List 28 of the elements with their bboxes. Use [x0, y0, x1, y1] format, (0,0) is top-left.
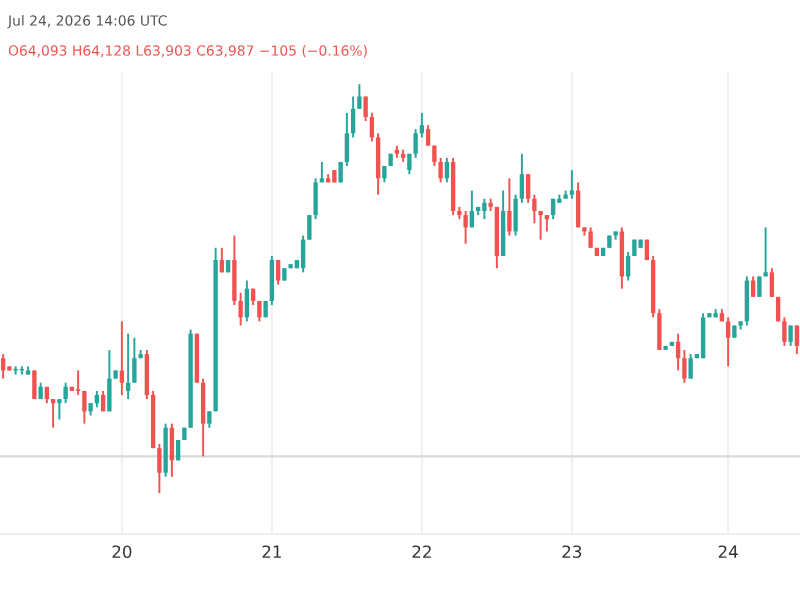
x-tick-label: 22 — [412, 545, 431, 558]
candlestick — [788, 324, 793, 347]
candlestick — [588, 226, 593, 249]
candlestick — [757, 275, 762, 298]
x-tick-label: 20 — [112, 545, 132, 559]
candlestick — [119, 320, 125, 396]
candlestick — [244, 279, 250, 323]
candlestick — [425, 124, 431, 147]
x-tick-label: 24 — [718, 545, 738, 558]
candlestick — [725, 316, 731, 368]
candlestick — [700, 312, 706, 360]
candlestick — [482, 197, 487, 221]
candlestick — [507, 177, 512, 237]
candlestick — [763, 226, 768, 278]
candlestick — [463, 210, 468, 245]
x-tick-label: 23 — [562, 545, 582, 559]
candlestick — [275, 259, 281, 286]
candlestick — [500, 189, 506, 257]
candlestick — [32, 369, 37, 401]
candlestick — [688, 353, 693, 380]
candlestick — [107, 349, 112, 413]
candlestick — [794, 324, 800, 356]
candlestick — [163, 422, 168, 478]
x-tick-label: 21 — [262, 545, 281, 558]
candlestick — [619, 226, 625, 290]
candlestick — [63, 381, 68, 405]
candlestick — [169, 422, 175, 478]
candlestick — [769, 267, 775, 298]
